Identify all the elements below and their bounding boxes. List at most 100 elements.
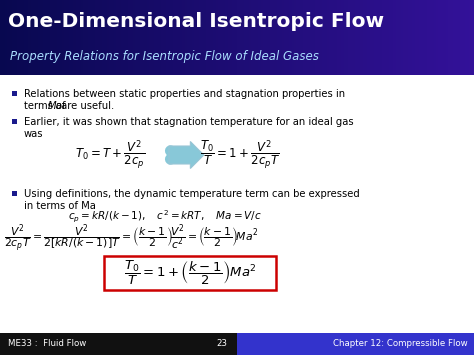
Bar	[64, 0, 67, 75]
Bar	[166, 0, 169, 75]
Bar	[287, 0, 290, 75]
Bar	[450, 0, 454, 75]
Bar	[73, 0, 77, 75]
Bar	[194, 0, 198, 75]
Bar	[337, 0, 340, 75]
Bar	[21, 0, 25, 75]
Bar	[296, 0, 300, 75]
Bar	[393, 0, 397, 75]
Bar	[306, 0, 309, 75]
Bar	[363, 0, 366, 75]
Bar	[315, 0, 319, 75]
Bar	[116, 0, 119, 75]
Bar	[367, 0, 371, 75]
Bar	[448, 0, 451, 75]
Bar	[384, 0, 387, 75]
Bar	[348, 0, 352, 75]
Bar	[237, 0, 240, 75]
Bar	[427, 0, 430, 75]
Bar	[318, 0, 321, 75]
Bar	[370, 0, 373, 75]
Bar	[45, 0, 48, 75]
Bar	[469, 0, 473, 75]
Bar	[142, 0, 146, 75]
Bar	[133, 0, 136, 75]
Bar	[386, 0, 390, 75]
Bar	[171, 0, 174, 75]
Bar	[156, 0, 160, 75]
Bar	[299, 0, 302, 75]
Bar	[422, 0, 425, 75]
Bar	[83, 0, 86, 75]
Bar	[92, 0, 96, 75]
Bar	[294, 0, 297, 75]
Bar	[62, 0, 65, 75]
Bar	[412, 0, 416, 75]
Text: $\dfrac{V^2}{2c_p T} = \dfrac{V^2}{2[kR/(k-1)]T} = \left(\dfrac{k-1}{2}\right)\!: $\dfrac{V^2}{2c_p T} = \dfrac{V^2}{2[kR/…	[4, 223, 258, 255]
Bar	[201, 0, 205, 75]
Bar	[173, 0, 176, 75]
Bar	[90, 0, 93, 75]
Bar	[211, 0, 214, 75]
Bar	[391, 0, 394, 75]
Bar	[17, 0, 20, 75]
Bar	[374, 0, 378, 75]
Bar	[12, 91, 17, 95]
Bar	[149, 0, 153, 75]
Bar	[0, 0, 3, 75]
Bar	[282, 0, 285, 75]
Bar	[175, 0, 179, 75]
Bar	[358, 0, 361, 75]
Bar	[379, 0, 383, 75]
Bar	[123, 0, 127, 75]
Text: Ma: Ma	[48, 101, 63, 111]
Bar	[152, 0, 155, 75]
Bar	[251, 0, 255, 75]
Bar	[292, 0, 295, 75]
Bar	[429, 0, 432, 75]
Bar	[78, 0, 82, 75]
Bar	[457, 0, 461, 75]
Bar	[12, 0, 15, 75]
Bar	[102, 0, 105, 75]
Bar	[382, 0, 385, 75]
Bar	[334, 0, 337, 75]
Bar	[52, 0, 55, 75]
Bar	[436, 0, 439, 75]
Bar	[341, 0, 345, 75]
Bar	[109, 0, 112, 75]
Bar	[239, 0, 243, 75]
Bar	[97, 0, 100, 75]
Bar	[19, 0, 22, 75]
Bar	[360, 0, 364, 75]
Bar	[320, 0, 323, 75]
Bar	[147, 0, 150, 75]
Bar	[38, 0, 41, 75]
Bar	[275, 0, 278, 75]
Bar	[443, 0, 447, 75]
Bar	[130, 0, 134, 75]
Bar	[107, 0, 110, 75]
FancyBboxPatch shape	[104, 256, 276, 290]
Bar	[460, 0, 463, 75]
Bar	[310, 0, 314, 75]
Bar	[7, 0, 10, 75]
Bar	[71, 0, 74, 75]
Bar	[204, 0, 207, 75]
Bar	[168, 0, 172, 75]
Bar	[441, 0, 444, 75]
Bar	[232, 0, 236, 75]
Bar	[465, 0, 468, 75]
Bar	[81, 0, 84, 75]
Bar	[76, 0, 79, 75]
FancyBboxPatch shape	[169, 142, 204, 169]
Bar	[5, 0, 8, 75]
Text: $\dfrac{T_0}{T} = 1 + \dfrac{V^2}{2c_p T}$: $\dfrac{T_0}{T} = 1 + \dfrac{V^2}{2c_p T…	[200, 138, 280, 172]
Bar	[192, 0, 195, 75]
Text: $\dfrac{T_0}{T} = 1 + \left(\dfrac{k-1}{2}\right)Ma^2$: $\dfrac{T_0}{T} = 1 + \left(\dfrac{k-1}{…	[124, 259, 256, 287]
Text: $T_0 = T + \dfrac{V^2}{2c_p}$: $T_0 = T + \dfrac{V^2}{2c_p}$	[75, 138, 146, 172]
Bar	[88, 0, 91, 75]
Bar	[405, 0, 409, 75]
Bar	[389, 0, 392, 75]
Bar	[26, 0, 29, 75]
